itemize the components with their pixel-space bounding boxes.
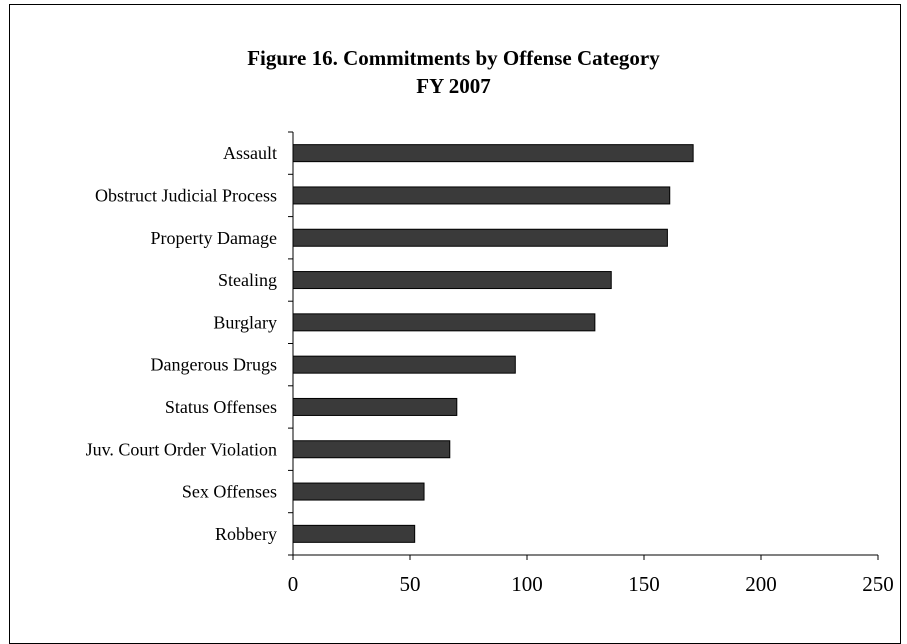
- x-axis-ticks: [292, 555, 879, 560]
- bar: [292, 271, 612, 290]
- bar: [292, 440, 451, 459]
- x-tick-label: 0: [288, 572, 299, 596]
- category-labels: Assault Obstruct Judicial Process Property…: [86, 143, 277, 544]
- bars-group: [292, 144, 694, 543]
- bar: [292, 482, 425, 501]
- x-tick-labels: 0 50 100 150 200 250: [288, 572, 894, 596]
- x-tick-label: 200: [745, 572, 777, 596]
- bar: [292, 355, 516, 374]
- x-tick-label: 100: [511, 572, 543, 596]
- bar: [292, 186, 671, 205]
- category-label: Juv. Court Order Violation: [86, 439, 277, 459]
- x-tick-label: 150: [628, 572, 660, 596]
- category-label: Robbery: [215, 524, 277, 544]
- category-label: Status Offenses: [165, 397, 277, 417]
- category-label: Dangerous Drugs: [151, 355, 277, 375]
- x-tick-label: 50: [400, 572, 421, 596]
- category-label: Burglary: [213, 312, 277, 332]
- category-label: Sex Offenses: [182, 482, 277, 502]
- category-label: Obstruct Judicial Process: [95, 185, 277, 205]
- chart-subtitle: FY 2007: [416, 74, 491, 98]
- bar: [292, 397, 458, 416]
- chart-title: Figure 16. Commitments by Offense Catego…: [247, 46, 660, 70]
- bar: [292, 313, 596, 332]
- category-label: Property Damage: [151, 228, 277, 248]
- category-label: Assault: [223, 143, 277, 163]
- bar: [292, 524, 416, 543]
- bar: [292, 228, 668, 247]
- y-axis-ticks: [288, 131, 293, 556]
- bar: [292, 144, 694, 163]
- category-label: Stealing: [218, 270, 277, 290]
- x-tick-label: 250: [862, 572, 894, 596]
